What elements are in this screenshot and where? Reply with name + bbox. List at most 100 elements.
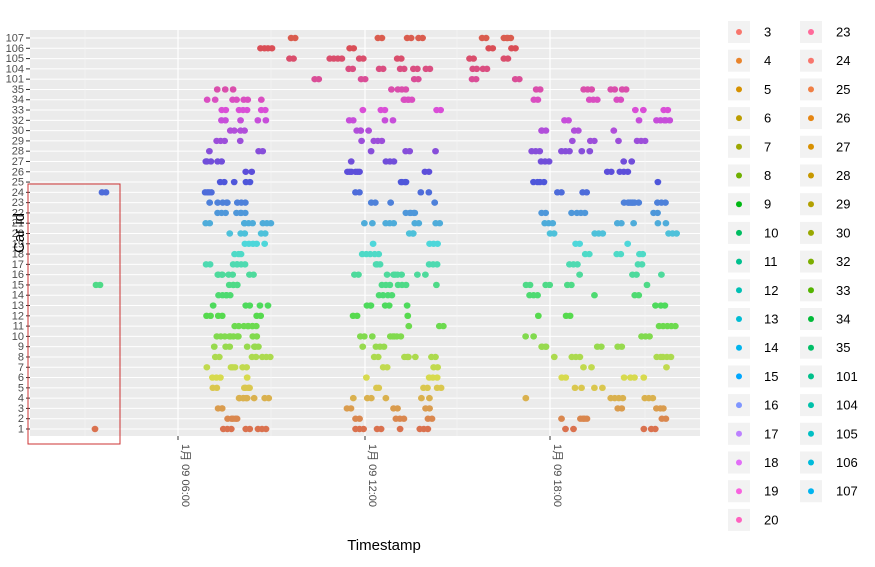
data-point bbox=[599, 384, 606, 392]
legend-item: 25 bbox=[800, 78, 850, 101]
data-point bbox=[638, 261, 646, 268]
data-point bbox=[233, 96, 241, 103]
data-point bbox=[365, 127, 373, 134]
data-point bbox=[222, 106, 230, 114]
data-point bbox=[424, 384, 431, 392]
y-tick-label: 16 bbox=[12, 269, 24, 281]
y-tick-label: 3 bbox=[18, 403, 24, 415]
y-tick-label: 15 bbox=[12, 279, 24, 291]
data-point bbox=[244, 322, 252, 330]
data-point bbox=[355, 271, 362, 278]
data-point bbox=[657, 405, 664, 412]
legend-item: 7 bbox=[728, 135, 771, 158]
legend-item: 12 bbox=[728, 279, 778, 302]
data-point bbox=[482, 34, 490, 42]
data-point bbox=[402, 86, 410, 93]
legend-swatch bbox=[808, 258, 814, 265]
data-point bbox=[248, 168, 256, 175]
legend-item: 28 bbox=[800, 164, 850, 187]
legend-swatch bbox=[736, 172, 742, 179]
legend-item: 16 bbox=[728, 394, 778, 417]
data-point bbox=[397, 55, 405, 62]
legend-label: 29 bbox=[836, 197, 850, 212]
legend-label: 104 bbox=[836, 398, 858, 413]
data-point bbox=[402, 281, 410, 289]
legend-swatch bbox=[736, 344, 742, 351]
data-point bbox=[267, 220, 275, 227]
data-point bbox=[622, 86, 630, 93]
data-point bbox=[249, 240, 257, 247]
data-point bbox=[390, 220, 398, 227]
legend-swatch bbox=[736, 57, 742, 64]
data-point bbox=[410, 209, 418, 217]
data-point bbox=[243, 343, 251, 350]
data-point bbox=[578, 147, 586, 155]
data-point bbox=[436, 220, 444, 227]
data-point bbox=[360, 333, 368, 340]
data-point bbox=[91, 425, 99, 433]
data-point bbox=[211, 96, 219, 103]
data-point bbox=[515, 75, 523, 83]
data-point bbox=[489, 45, 497, 52]
legend-item: 26 bbox=[800, 107, 850, 130]
legend-label: 106 bbox=[836, 455, 858, 470]
data-point bbox=[580, 364, 587, 371]
data-point bbox=[639, 106, 647, 114]
data-point bbox=[576, 240, 584, 247]
data-point bbox=[202, 158, 210, 165]
data-point bbox=[400, 415, 408, 422]
data-point bbox=[227, 425, 235, 433]
data-point bbox=[426, 65, 434, 73]
data-point bbox=[371, 199, 379, 206]
legend-label: 105 bbox=[836, 426, 858, 441]
data-point bbox=[244, 96, 252, 103]
data-point bbox=[378, 34, 386, 42]
legend-swatch bbox=[808, 488, 814, 495]
data-point bbox=[356, 189, 363, 196]
data-point bbox=[369, 240, 377, 247]
data-point bbox=[534, 96, 542, 103]
data-point bbox=[635, 292, 643, 299]
y-tick-label: 25 bbox=[12, 177, 24, 189]
data-point bbox=[578, 384, 585, 392]
data-point bbox=[549, 220, 557, 227]
data-point bbox=[236, 137, 244, 145]
y-tick-label: 32 bbox=[12, 115, 24, 127]
data-point bbox=[534, 292, 541, 299]
y-tick-label: 14 bbox=[12, 290, 24, 302]
data-point bbox=[483, 65, 491, 73]
data-point bbox=[223, 199, 231, 206]
data-point bbox=[203, 96, 211, 103]
data-point bbox=[315, 75, 323, 83]
data-point bbox=[428, 415, 436, 422]
data-point bbox=[662, 415, 670, 422]
legend-swatch bbox=[808, 29, 814, 35]
data-point bbox=[249, 322, 257, 330]
legend-label: 24 bbox=[836, 53, 850, 68]
y-tick-label: 13 bbox=[12, 300, 24, 312]
data-point bbox=[397, 333, 405, 340]
data-point bbox=[261, 240, 269, 247]
data-point bbox=[550, 230, 558, 237]
data-point bbox=[254, 343, 262, 350]
legend-swatch bbox=[736, 488, 742, 495]
y-tick-label: 26 bbox=[12, 166, 24, 178]
legend-swatch bbox=[736, 459, 742, 466]
data-point bbox=[264, 302, 272, 309]
legend-item: 11 bbox=[728, 250, 778, 273]
data-point bbox=[654, 178, 662, 186]
data-point bbox=[290, 55, 297, 62]
data-point bbox=[235, 250, 242, 258]
data-point bbox=[657, 353, 665, 361]
data-point bbox=[226, 343, 234, 350]
legend-label: 34 bbox=[836, 312, 850, 327]
data-point bbox=[664, 106, 672, 114]
data-point bbox=[649, 394, 657, 402]
data-point bbox=[425, 189, 433, 196]
data-point bbox=[396, 425, 404, 433]
data-point bbox=[597, 343, 605, 350]
data-point bbox=[241, 127, 248, 134]
data-point bbox=[646, 333, 653, 340]
y-tick-label: 28 bbox=[12, 146, 24, 158]
y-tick-label: 10 bbox=[12, 331, 24, 343]
